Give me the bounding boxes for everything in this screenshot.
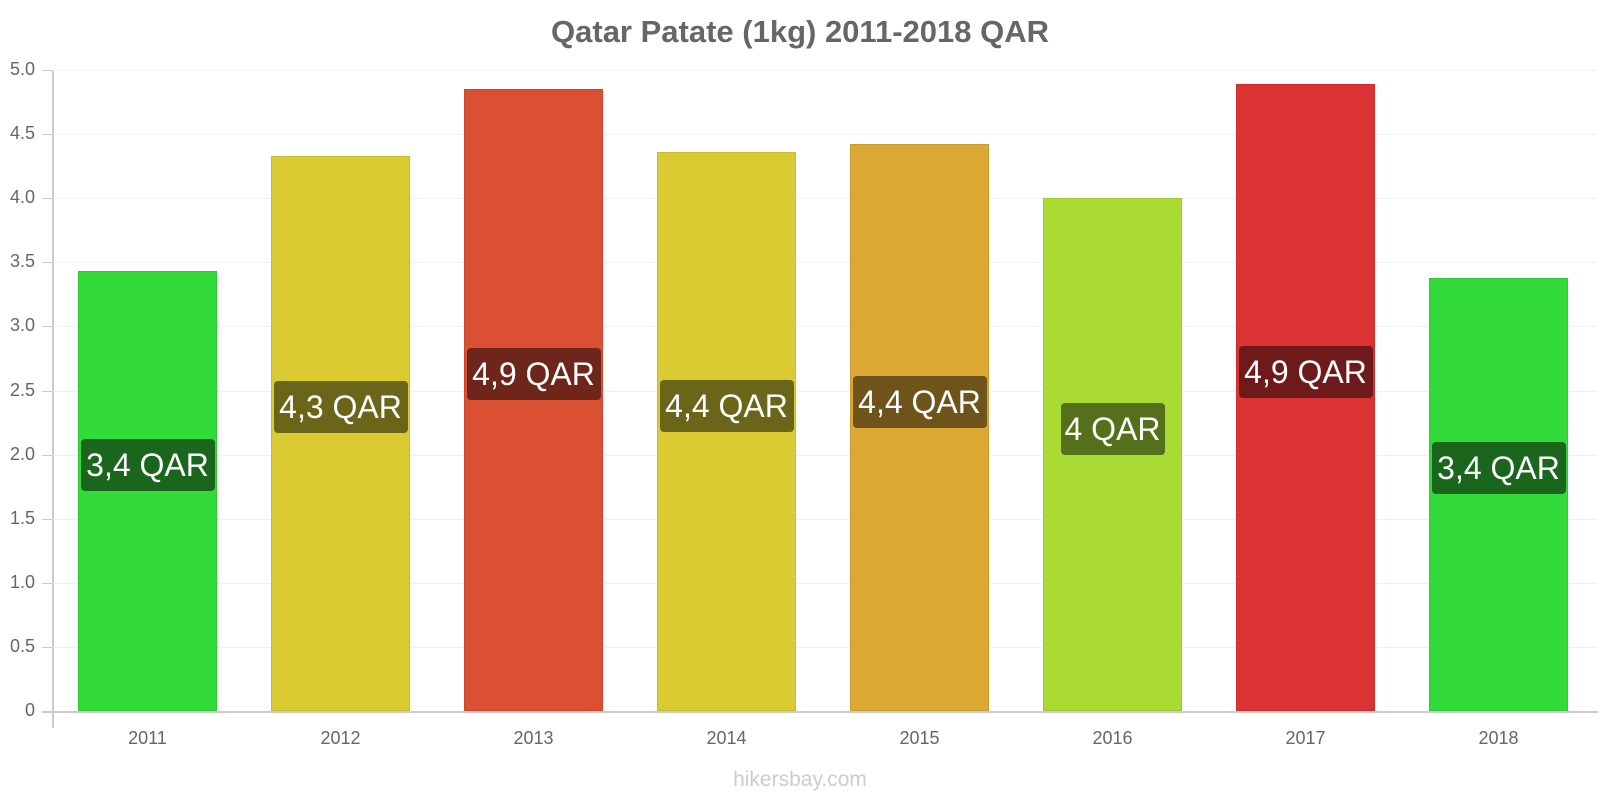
- y-tick-mark: [42, 647, 53, 648]
- y-tick-mark: [42, 70, 53, 71]
- gridline: [53, 391, 1597, 392]
- y-tick-label: 3.5: [9, 251, 35, 271]
- data-label: 4,3 QAR: [273, 381, 408, 434]
- y-tick-mark: [42, 391, 53, 392]
- y-tick-label: 3.0: [9, 315, 35, 335]
- y-tick-label: 1.5: [9, 508, 35, 528]
- gridline: [53, 326, 1597, 327]
- bar-2014[interactable]: [657, 152, 796, 711]
- gridline: [53, 455, 1597, 456]
- data-label: 4,4 QAR: [852, 375, 987, 428]
- data-label: 3,4 QAR: [1431, 442, 1566, 495]
- y-tick-label: 2.0: [9, 444, 35, 464]
- x-tick-label: 2016: [1092, 728, 1133, 748]
- y-tick-label: 0: [24, 700, 35, 720]
- bar-2018[interactable]: [1429, 277, 1568, 711]
- x-tick-label: 2014: [706, 728, 747, 748]
- y-axis-line: [52, 70, 54, 728]
- y-tick-mark: [42, 583, 53, 584]
- bar-2011[interactable]: [78, 271, 217, 711]
- gridline: [53, 134, 1597, 135]
- y-tick-label: 5.0: [9, 59, 35, 79]
- watermark: hikersbay.com: [733, 768, 867, 791]
- gridline: [53, 262, 1597, 263]
- y-tick-label: 1.0: [9, 572, 35, 592]
- data-label: 4 QAR: [1060, 402, 1165, 455]
- data-label: 4,9 QAR: [466, 348, 601, 401]
- y-tick-mark: [42, 711, 53, 712]
- x-tick-label: 2013: [513, 728, 554, 748]
- gridline: [53, 198, 1597, 199]
- y-tick-label: 0.5: [9, 636, 35, 656]
- y-tick-label: 4.5: [9, 123, 35, 143]
- data-label: 3,4 QAR: [80, 439, 215, 492]
- data-label: 4,4 QAR: [659, 379, 794, 432]
- y-tick-mark: [42, 519, 53, 520]
- x-tick-label: 2012: [320, 728, 361, 748]
- x-tick-label: 2011: [128, 728, 167, 748]
- gridline: [53, 519, 1597, 520]
- y-tick-mark: [42, 262, 53, 263]
- gridline: [53, 647, 1597, 648]
- x-tick-label: 2018: [1478, 728, 1519, 748]
- y-tick-mark: [42, 326, 53, 327]
- x-tick-label: 2017: [1285, 728, 1326, 748]
- y-tick-mark: [42, 455, 53, 456]
- bar-2013[interactable]: [464, 89, 603, 711]
- y-tick-label: 2.5: [9, 380, 35, 400]
- y-tick-mark: [42, 198, 53, 199]
- gridline: [53, 70, 1597, 71]
- y-tick-label: 4.0: [9, 187, 35, 207]
- data-label: 4,9 QAR: [1238, 345, 1373, 398]
- chart-title: Qatar Patate (1kg) 2011-2018 QAR: [551, 14, 1049, 49]
- gridline: [53, 583, 1597, 584]
- x-axis-line: [42, 711, 1598, 713]
- x-tick-label: 2015: [899, 728, 940, 748]
- bar-2012[interactable]: [271, 155, 410, 711]
- y-tick-mark: [42, 134, 53, 135]
